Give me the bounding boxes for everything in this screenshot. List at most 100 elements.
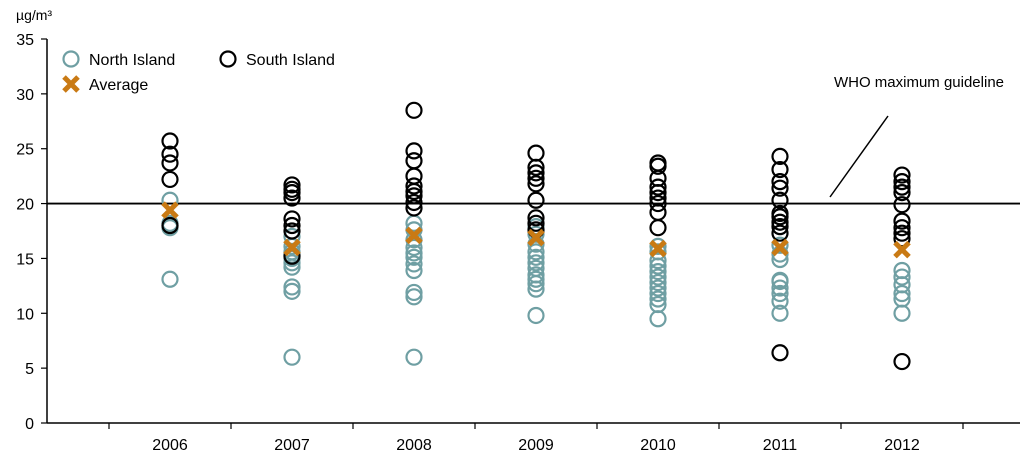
south-island-point [893, 212, 911, 230]
south-island-point [161, 216, 179, 235]
x-tick-label: 2008 [396, 437, 432, 454]
north-island-point [527, 254, 545, 272]
north-island-point [771, 236, 789, 254]
south-island-point [771, 204, 789, 223]
north-island-point [649, 310, 667, 328]
y-axis-unit-label: µg/m³ [16, 7, 52, 23]
north-island-point [527, 225, 545, 243]
south-island-point [405, 101, 423, 119]
average-point [771, 238, 789, 257]
south-island-point [771, 213, 789, 231]
north-island-point [771, 279, 789, 297]
north-island-point [161, 270, 179, 288]
x-tick-label: 2011 [763, 437, 798, 454]
south-island-point [161, 132, 179, 150]
south-island-point [771, 344, 789, 362]
north-island-point [649, 243, 667, 261]
north-island-point [405, 348, 423, 366]
who-guideline-label: WHO maximum guideline [834, 74, 1004, 91]
south-island-point [161, 170, 179, 189]
north-island-point [771, 292, 789, 310]
south-island-point [893, 196, 911, 214]
y-tick-label: 35 [16, 32, 34, 49]
north-island-point [771, 284, 789, 303]
north-island-point [527, 270, 545, 288]
north-island-point [527, 306, 545, 325]
south-island-point [893, 178, 911, 196]
average-mark-stroke-b [405, 226, 423, 245]
north-island-point [649, 284, 667, 303]
south-island-point [771, 224, 789, 242]
south-island-point [893, 219, 911, 237]
north-island-point [649, 237, 667, 255]
south-island-point [893, 352, 911, 371]
south-island-point [527, 214, 545, 232]
south-island-point [649, 219, 667, 237]
average-point [283, 238, 301, 257]
legend-label-south-island: South Island [246, 52, 335, 69]
north-island-point [405, 255, 423, 273]
average-mark-stroke-b [283, 238, 301, 257]
legend-label-average: Average [89, 77, 148, 94]
north-island-point [649, 295, 667, 314]
south-island-point [649, 154, 667, 172]
average-mark-stroke-b [893, 240, 911, 259]
south-island-point [771, 160, 789, 179]
south-island-point [283, 180, 301, 198]
south-island-point [649, 194, 667, 213]
north-island-point [283, 348, 301, 366]
south-island-point [649, 189, 667, 207]
north-island-point [283, 282, 301, 300]
south-island-point [283, 222, 301, 240]
south-island-point [405, 177, 423, 195]
north-island-point [405, 244, 423, 262]
south-island-point [161, 145, 179, 163]
north-island-point [893, 268, 911, 286]
legend-marker-south-island [219, 50, 237, 68]
data-marks [161, 101, 911, 371]
south-island-point [405, 167, 423, 185]
x-tick-label: 2009 [518, 437, 554, 454]
south-island-point [527, 144, 545, 162]
south-island-point [527, 169, 545, 187]
average-point [649, 239, 667, 258]
average-point [405, 226, 423, 245]
north-island-point [283, 278, 301, 296]
south-island-point [405, 187, 423, 205]
y-tick-label: 25 [16, 142, 34, 159]
y-tick-label: 15 [16, 251, 34, 268]
annotation-pointer [829, 115, 889, 198]
south-island-point [283, 176, 301, 194]
average-mark-stroke-b [771, 238, 789, 257]
south-island-point [405, 199, 423, 217]
south-island-point [893, 166, 911, 184]
x-tick-label: 2007 [274, 437, 310, 454]
south-island-point [405, 152, 423, 170]
north-island-point [649, 290, 667, 308]
north-island-point [649, 279, 667, 297]
south-island-point [771, 191, 789, 209]
north-island-point [405, 283, 423, 302]
north-island-point [405, 288, 423, 306]
x-tick-label: 2010 [640, 437, 676, 454]
axes: 0 5 10 15 20 25 30 35 2006 2007 2008 2009 2010 2011 20… [16, 32, 1020, 454]
north-island-point [527, 259, 545, 277]
south-island-point [893, 173, 911, 191]
south-island-point [771, 147, 789, 165]
south-island-point [649, 203, 667, 221]
north-island-point [527, 248, 545, 266]
legend-label-north-island: North Island [89, 52, 175, 69]
north-island-point [649, 273, 667, 292]
north-island-point [893, 261, 911, 280]
north-island-point [649, 268, 667, 286]
south-island-point [771, 218, 789, 236]
south-island-point [771, 173, 789, 191]
south-island-point [527, 209, 545, 227]
average-point [527, 228, 545, 247]
average-mark-stroke-b [649, 239, 667, 258]
south-island-point [893, 184, 911, 202]
legend: North Island South Island Average [62, 50, 335, 94]
reference-line-group: WHO maximum guideline [47, 74, 1020, 205]
north-island-point [649, 262, 667, 281]
north-island-point [405, 238, 423, 257]
